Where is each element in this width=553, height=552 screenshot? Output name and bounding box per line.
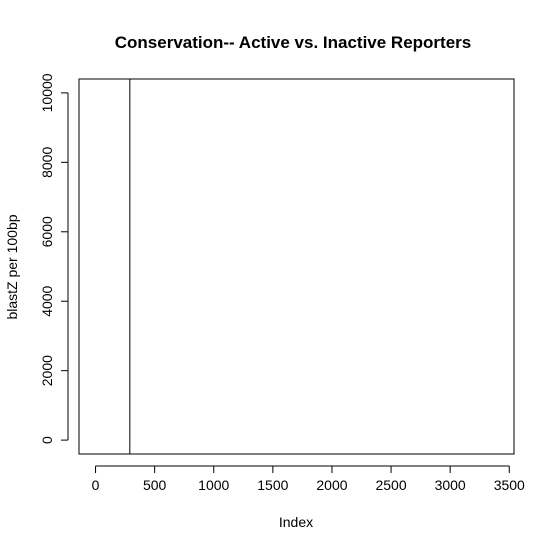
series-1-points	[95, 0, 498, 444]
series-2-points	[95, 0, 498, 420]
chart-title: Conservation-- Active vs. Inactive Repor…	[115, 33, 472, 52]
data-points	[95, 0, 498, 444]
